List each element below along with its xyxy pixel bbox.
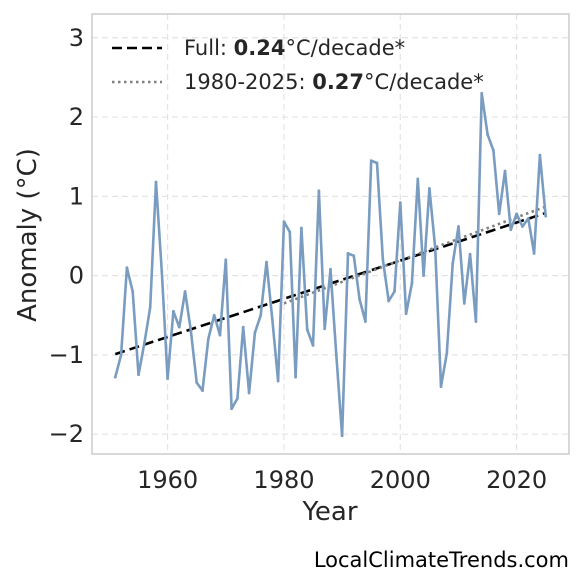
data-point <box>358 298 361 301</box>
data-point <box>148 305 152 309</box>
data-point <box>445 351 449 355</box>
x-tick-label: 2020 <box>486 466 547 494</box>
data-point <box>474 320 478 324</box>
data-point <box>393 290 396 293</box>
credit-text: LocalClimateTrends.com <box>313 548 569 572</box>
data-point <box>486 133 489 136</box>
y-tick-label: −1 <box>49 341 84 369</box>
data-point <box>259 313 263 317</box>
data-point <box>480 91 484 95</box>
data-point <box>142 341 146 345</box>
data-point <box>206 337 210 341</box>
data-point <box>346 252 350 255</box>
data-point <box>410 282 414 285</box>
data-point <box>172 309 175 313</box>
series-line <box>114 92 548 438</box>
data-point <box>265 260 268 264</box>
data-point <box>241 325 245 329</box>
data-point <box>288 230 292 234</box>
legend: Full: 0.24°C/decade* 1980-2025: 0.27°C/de… <box>112 36 484 94</box>
data-point <box>503 169 507 173</box>
data-point <box>422 274 425 278</box>
data-point <box>340 434 344 438</box>
data-point <box>375 161 379 165</box>
data-point <box>212 313 216 317</box>
data-point <box>439 385 443 389</box>
data-point <box>364 320 367 324</box>
data-point <box>131 290 135 293</box>
data-point <box>497 212 501 216</box>
data-point <box>276 379 280 383</box>
data-point <box>515 212 519 216</box>
data-point <box>125 266 129 270</box>
y-tick-labels: −2 −1 0 1 2 3 <box>49 24 84 448</box>
data-point <box>387 299 391 303</box>
y-tick-label: −2 <box>49 420 84 448</box>
trend-line <box>283 205 547 305</box>
data-point <box>404 312 408 316</box>
data-point <box>381 258 385 262</box>
data-point <box>247 391 251 395</box>
data-point <box>532 252 536 255</box>
data-point <box>154 180 158 184</box>
data-point <box>462 301 466 305</box>
data-point <box>113 375 117 379</box>
data-point <box>177 325 181 329</box>
data-point <box>300 226 303 230</box>
y-tick-label: 1 <box>69 182 84 210</box>
data-point <box>189 329 193 333</box>
data-point <box>218 333 222 337</box>
data-point <box>352 254 356 258</box>
y-tick-label: 2 <box>69 103 84 131</box>
data-point <box>166 377 170 381</box>
data-point <box>369 159 373 163</box>
data-point <box>521 225 524 228</box>
y-axis-title: Anomaly (°C) <box>13 148 43 322</box>
y-tick-label: 0 <box>69 262 84 290</box>
data-point <box>329 267 332 271</box>
plot-frame <box>91 13 570 455</box>
data-point <box>119 353 123 357</box>
x-axis-title: Year <box>301 497 357 527</box>
data-point <box>294 375 297 379</box>
data-point <box>183 290 187 293</box>
data-point <box>253 331 257 335</box>
data-point <box>305 328 309 331</box>
data-point <box>526 217 530 220</box>
x-tick-labels: 1960 1980 2000 2020 <box>137 466 547 494</box>
data-point <box>311 343 315 347</box>
data-point <box>416 177 420 181</box>
data-point <box>236 397 239 400</box>
data-point <box>195 381 199 385</box>
data-point <box>509 228 513 232</box>
data-point <box>230 407 234 411</box>
data-point <box>544 214 548 218</box>
data-point <box>201 389 204 392</box>
data-point <box>457 225 460 228</box>
data-point <box>468 252 472 256</box>
data-point <box>282 220 286 224</box>
y-tick-label: 3 <box>69 24 84 52</box>
data-point <box>433 246 437 250</box>
x-tick-label: 1960 <box>137 466 198 494</box>
data-point <box>323 327 327 331</box>
data-point <box>451 262 455 266</box>
data-series <box>113 91 548 438</box>
data-point <box>427 187 431 190</box>
data-point <box>398 201 402 205</box>
x-tick-label: 2000 <box>370 466 431 494</box>
data-point <box>538 153 542 157</box>
data-point <box>160 270 164 274</box>
data-point <box>334 353 338 357</box>
legend-entry: Full: 0.24°C/decade* <box>184 36 405 60</box>
data-point <box>317 189 321 193</box>
data-point <box>491 148 495 152</box>
data-point <box>224 258 228 262</box>
legend-entry: 1980-2025: 0.27°C/decade* <box>184 70 484 94</box>
data-point <box>270 317 274 321</box>
data-point <box>137 373 140 377</box>
x-tick-label: 1980 <box>253 466 314 494</box>
